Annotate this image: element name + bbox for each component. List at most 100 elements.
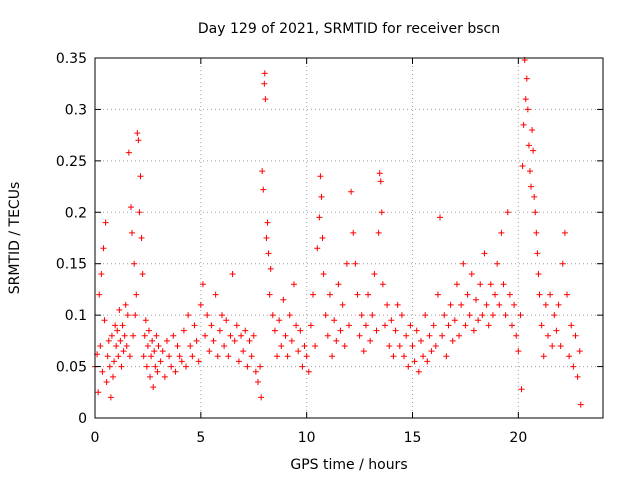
data-point — [528, 183, 535, 190]
data-point — [360, 348, 367, 355]
data-point — [331, 317, 338, 324]
data-point — [170, 332, 177, 339]
data-point — [210, 337, 217, 344]
data-point — [106, 363, 113, 370]
data-point — [299, 363, 306, 370]
data-point — [293, 322, 300, 329]
data-point — [259, 168, 266, 175]
data-point — [475, 317, 482, 324]
data-point — [280, 296, 287, 303]
data-point — [105, 337, 112, 344]
data-point — [502, 312, 509, 319]
data-point — [297, 327, 304, 334]
data-point — [377, 178, 384, 185]
data-point — [564, 291, 571, 298]
data-point — [437, 214, 444, 221]
data-point — [335, 281, 342, 288]
data-point — [553, 327, 560, 334]
data-point — [481, 250, 488, 257]
data-point — [449, 337, 456, 344]
y-axis-label: SRMTID / TECUs — [7, 182, 23, 295]
data-point — [135, 137, 142, 144]
y-tick-label: 0.05 — [56, 360, 87, 376]
data-point — [396, 343, 403, 349]
data-point — [282, 332, 289, 339]
data-point — [504, 209, 511, 216]
data-point — [574, 373, 581, 380]
data-point — [570, 363, 577, 370]
data-point — [523, 75, 530, 82]
data-point — [138, 235, 145, 241]
data-point — [137, 173, 144, 180]
data-point — [152, 363, 159, 370]
data-point — [276, 317, 283, 324]
data-point — [125, 149, 132, 156]
data-point — [101, 317, 108, 324]
data-point — [453, 281, 460, 288]
data-point — [168, 363, 175, 370]
data-point — [522, 96, 529, 103]
data-point — [577, 401, 584, 408]
data-point — [445, 322, 452, 329]
data-point — [102, 219, 109, 226]
data-point — [536, 291, 543, 298]
data-point — [576, 348, 583, 355]
data-point — [314, 245, 321, 252]
data-point — [535, 271, 542, 277]
data-point — [456, 332, 463, 339]
data-point — [278, 343, 285, 349]
data-point — [244, 363, 251, 370]
data-point — [178, 358, 185, 365]
data-point — [263, 235, 270, 241]
data-point — [494, 260, 501, 267]
data-point — [409, 343, 416, 349]
data-point — [326, 291, 333, 298]
data-point — [153, 332, 160, 339]
data-point — [422, 312, 429, 319]
data-point — [250, 332, 257, 339]
data-point — [458, 301, 465, 308]
data-point — [305, 368, 312, 375]
x-tick-label: 10 — [298, 430, 316, 446]
data-point — [95, 389, 102, 396]
data-point — [187, 343, 194, 349]
data-point — [144, 343, 151, 349]
data-point — [525, 142, 532, 149]
data-point — [131, 260, 138, 267]
data-point — [163, 337, 170, 344]
data-point — [354, 291, 361, 298]
data-point — [420, 353, 427, 360]
data-point — [559, 260, 566, 267]
data-point — [257, 363, 264, 370]
data-point — [141, 332, 148, 339]
data-point — [216, 327, 223, 334]
data-point — [518, 386, 525, 393]
x-tick-label: 0 — [91, 430, 100, 446]
data-point — [123, 343, 130, 349]
data-points — [92, 57, 584, 408]
data-point — [136, 209, 143, 216]
data-point — [487, 281, 494, 288]
data-point — [112, 322, 119, 329]
data-point — [329, 353, 336, 360]
y-tick-label: 0.15 — [56, 257, 87, 273]
data-point — [191, 322, 198, 329]
data-point — [441, 312, 448, 319]
data-point — [346, 322, 352, 329]
data-point — [506, 291, 513, 298]
data-point — [288, 337, 295, 344]
data-point — [114, 327, 121, 334]
grid-lines — [95, 58, 603, 418]
data-point — [547, 291, 554, 298]
data-point — [513, 332, 520, 339]
data-point — [529, 127, 536, 133]
data-point — [568, 322, 575, 329]
data-point — [197, 301, 204, 308]
data-point — [320, 271, 327, 277]
data-point — [242, 327, 249, 334]
data-point — [485, 322, 492, 329]
y-tick-label: 0.35 — [56, 51, 87, 67]
data-point — [248, 353, 255, 360]
data-point — [358, 312, 365, 319]
